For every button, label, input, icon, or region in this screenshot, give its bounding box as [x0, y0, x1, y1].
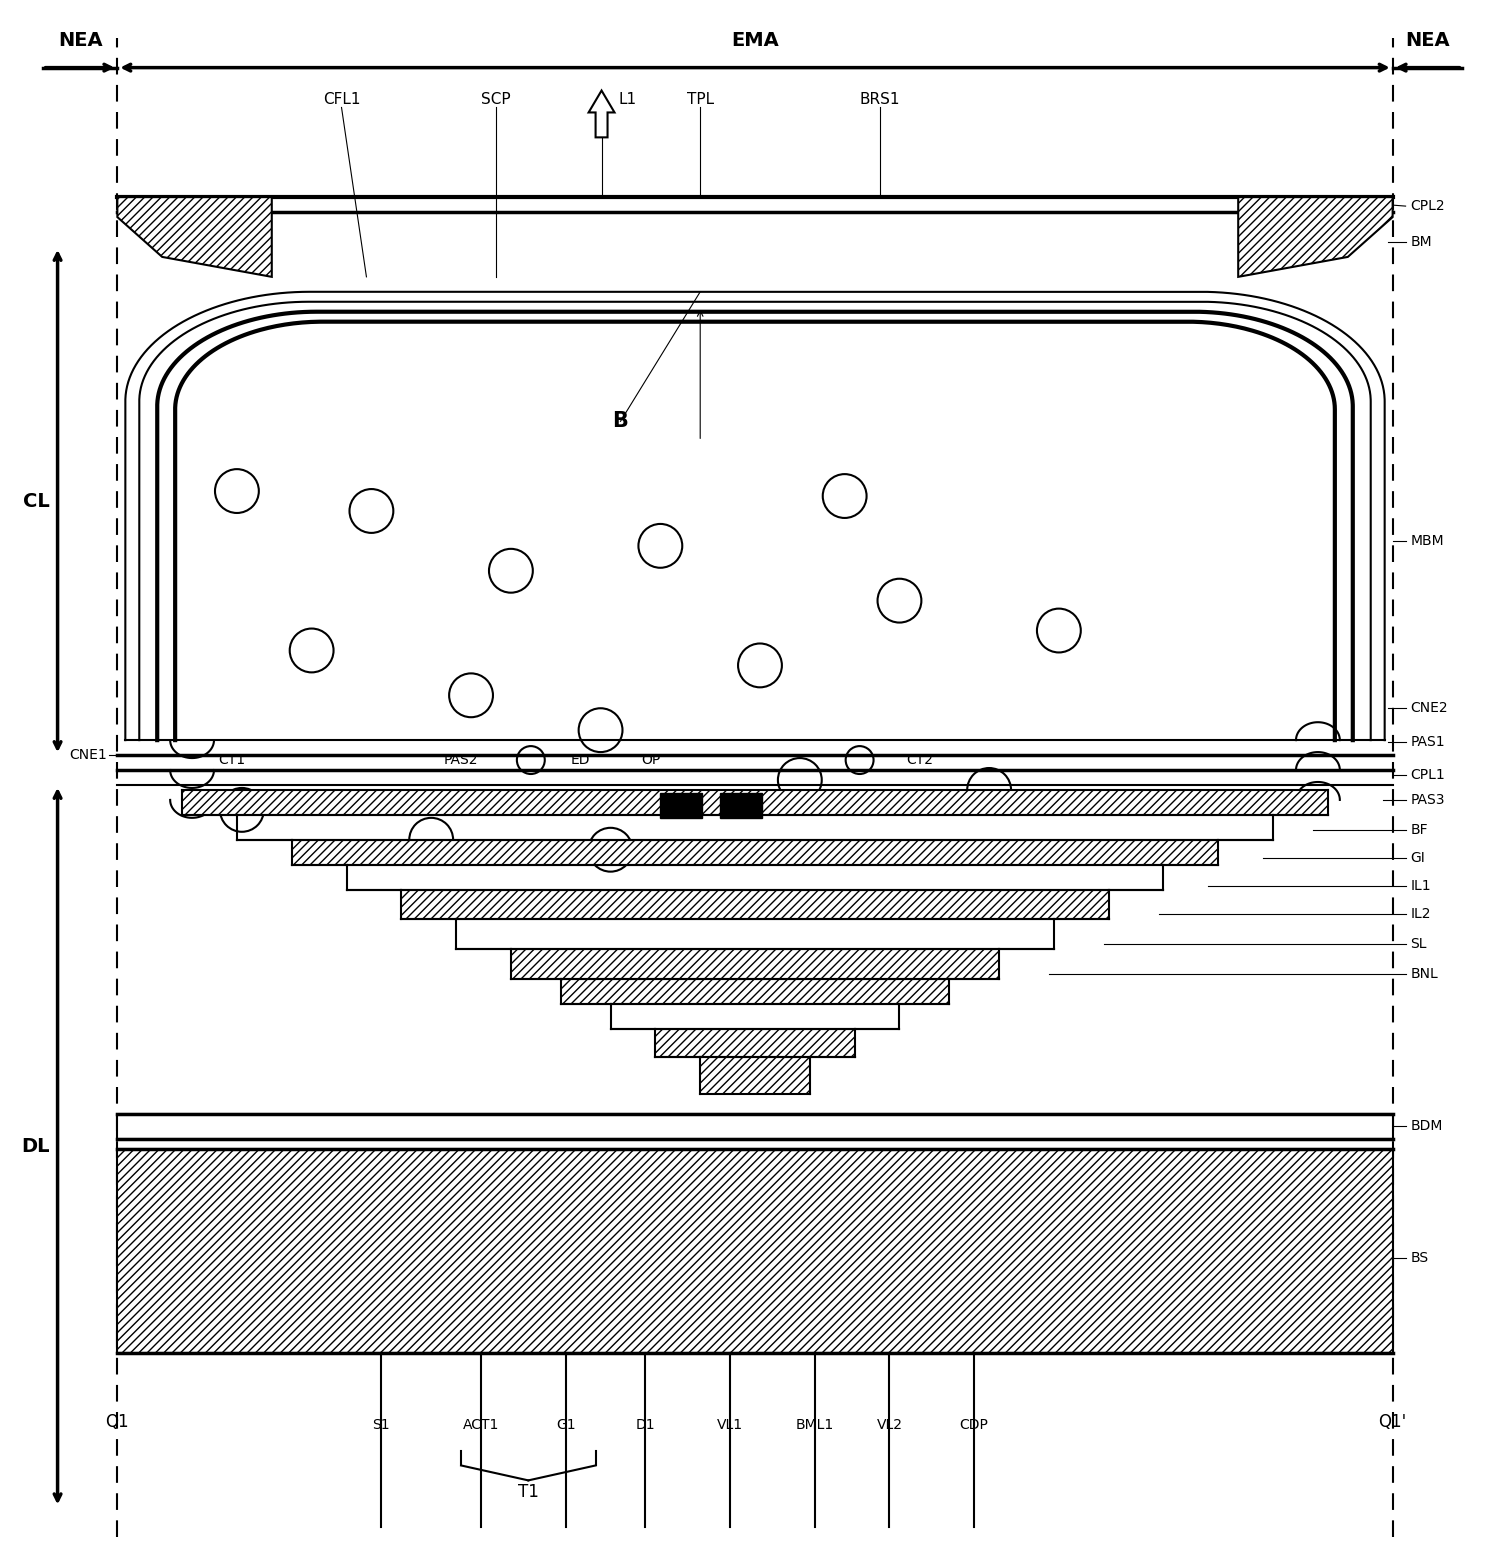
Text: BF: BF [1410, 823, 1428, 837]
Text: GI: GI [1410, 850, 1425, 864]
Text: BML1: BML1 [796, 1417, 834, 1431]
Text: BM: BM [1410, 234, 1433, 248]
Text: Q1': Q1' [1378, 1412, 1407, 1431]
Text: CPL1: CPL1 [1410, 768, 1445, 782]
Text: SCP: SCP [481, 93, 511, 107]
Bar [661, 793, 703, 818]
Text: PAS2: PAS2 [443, 753, 478, 767]
Bar [182, 790, 1329, 815]
Text: NEA: NEA [1405, 31, 1449, 50]
Text: OP: OP [641, 753, 661, 767]
Text: S1: S1 [372, 1417, 391, 1431]
Polygon shape [118, 197, 271, 276]
Text: SL: SL [1410, 937, 1427, 951]
Text: TPL: TPL [686, 93, 713, 107]
Text: IL1: IL1 [1410, 878, 1431, 892]
Bar [401, 889, 1108, 919]
Text: VL2: VL2 [876, 1417, 902, 1431]
Text: T1: T1 [517, 1484, 538, 1501]
Text: CT1: CT1 [219, 753, 246, 767]
Text: EMA: EMA [731, 31, 778, 50]
Bar [721, 793, 762, 818]
Text: PAS1: PAS1 [1410, 736, 1445, 750]
Bar [700, 1057, 810, 1094]
Bar [118, 1114, 1393, 1139]
Text: MBM: MBM [1410, 534, 1445, 548]
Text: ED: ED [572, 753, 591, 767]
Bar [656, 1029, 855, 1057]
Text: CFL1: CFL1 [323, 93, 360, 107]
Text: B: B [612, 411, 629, 431]
Polygon shape [1238, 197, 1393, 276]
Text: BNL: BNL [1410, 967, 1439, 981]
Text: IL2: IL2 [1410, 908, 1431, 922]
Text: PAS3: PAS3 [1410, 793, 1445, 807]
Text: DL: DL [21, 1136, 50, 1156]
Text: VL1: VL1 [716, 1417, 743, 1431]
Text: BDM: BDM [1410, 1119, 1443, 1133]
Polygon shape [588, 90, 615, 138]
Bar [291, 840, 1218, 864]
Text: NEA: NEA [59, 31, 103, 50]
Text: G1: G1 [556, 1417, 576, 1431]
Bar [118, 1148, 1393, 1353]
Text: Q1: Q1 [106, 1412, 130, 1431]
Text: CT2: CT2 [906, 753, 933, 767]
Text: ACT1: ACT1 [463, 1417, 499, 1431]
Bar [561, 979, 949, 1004]
Text: L1: L1 [618, 93, 636, 107]
Text: CDP: CDP [959, 1417, 989, 1431]
Bar [511, 950, 1000, 979]
Text: CNE2: CNE2 [1410, 702, 1448, 715]
Text: BS: BS [1410, 1251, 1428, 1265]
Text: CNE1: CNE1 [69, 748, 107, 762]
Text: BRS1: BRS1 [860, 93, 900, 107]
Text: D1: D1 [635, 1417, 654, 1431]
Text: CL: CL [23, 492, 50, 511]
Text: CPL2: CPL2 [1410, 199, 1445, 213]
